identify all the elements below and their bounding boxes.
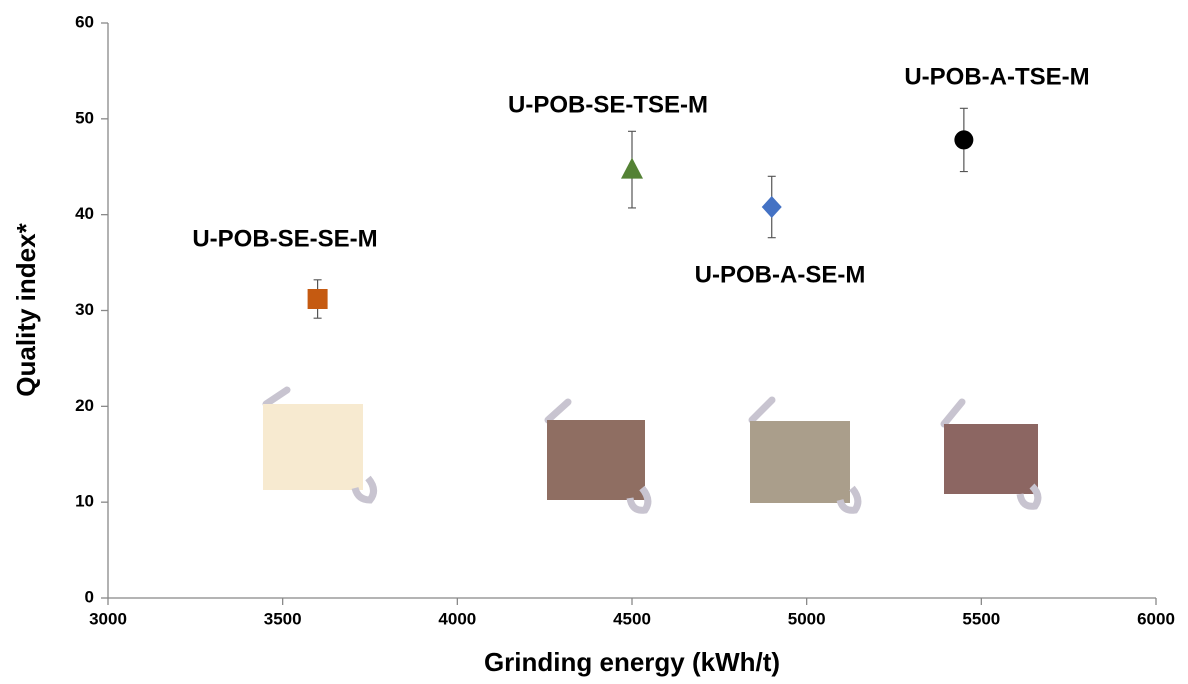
x-tick-label: 3000 — [89, 609, 127, 628]
y-axis-title: Quality index* — [11, 222, 41, 396]
sample-photo — [750, 421, 850, 503]
sample-photos — [263, 390, 1038, 510]
y-tick-label: 40 — [75, 204, 94, 223]
point — [954, 130, 973, 149]
point-label: U-POB-A-SE-M — [695, 261, 866, 288]
y-tick-label: 10 — [75, 492, 94, 511]
sample-photo — [263, 404, 363, 490]
x-tick-label: 5500 — [962, 609, 1000, 628]
clip — [548, 402, 568, 420]
x-tick-label: 4500 — [613, 609, 651, 628]
x-tick-label: 4000 — [438, 609, 476, 628]
x-tick-label: 6000 — [1137, 609, 1175, 628]
x-axis-title: Grinding energy (kWh/t) — [484, 647, 780, 677]
y-tick-label: 0 — [85, 587, 94, 606]
x-tick-label: 3500 — [264, 609, 302, 628]
x-tick-label: 5000 — [788, 609, 826, 628]
y-tick-label: 20 — [75, 396, 94, 415]
clip — [266, 390, 287, 404]
sample-photo — [547, 420, 645, 500]
sample-photo — [944, 424, 1038, 494]
chart: Grinding energy (kWh/t) Quality index* 0… — [0, 0, 1188, 684]
clip — [752, 400, 772, 420]
point — [308, 289, 328, 309]
y-tick-label: 60 — [75, 12, 94, 31]
clip — [944, 402, 962, 424]
point — [762, 196, 782, 218]
point-label: U-POB-A-TSE-M — [904, 63, 1089, 90]
point-label: U-POB-SE-TSE-M — [508, 91, 708, 118]
y-tick-label: 30 — [75, 300, 94, 319]
y-tick-label: 50 — [75, 108, 94, 127]
point-label: U-POB-SE-SE-M — [192, 225, 377, 252]
point — [621, 158, 643, 179]
